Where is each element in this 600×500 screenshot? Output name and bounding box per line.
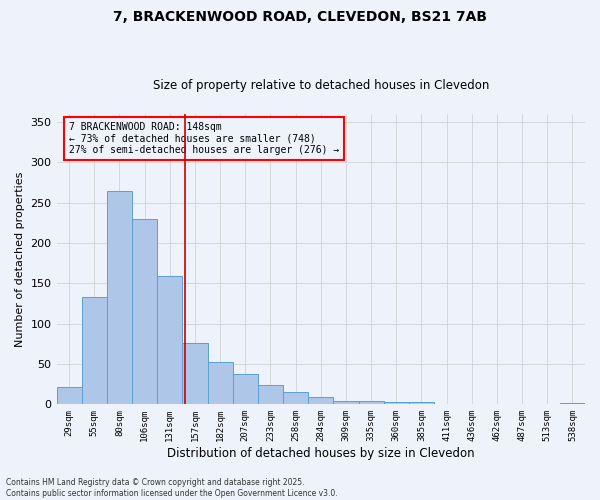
Bar: [283, 392, 308, 404]
Bar: [334, 401, 359, 404]
Bar: [56, 386, 82, 404]
Bar: [157, 276, 182, 404]
Text: 7 BRACKENWOOD ROAD: 148sqm
← 73% of detached houses are smaller (748)
27% of sem: 7 BRACKENWOOD ROAD: 148sqm ← 73% of deta…: [69, 122, 340, 156]
Bar: [107, 190, 132, 404]
Bar: [560, 402, 585, 404]
Y-axis label: Number of detached properties: Number of detached properties: [15, 172, 25, 347]
Bar: [383, 402, 409, 404]
Bar: [233, 374, 258, 404]
X-axis label: Distribution of detached houses by size in Clevedon: Distribution of detached houses by size …: [167, 447, 475, 460]
Text: Contains HM Land Registry data © Crown copyright and database right 2025.
Contai: Contains HM Land Registry data © Crown c…: [6, 478, 338, 498]
Bar: [258, 385, 283, 404]
Bar: [208, 362, 233, 405]
Text: 7, BRACKENWOOD ROAD, CLEVEDON, BS21 7AB: 7, BRACKENWOOD ROAD, CLEVEDON, BS21 7AB: [113, 10, 487, 24]
Bar: [409, 402, 434, 404]
Bar: [132, 219, 157, 404]
Bar: [82, 297, 107, 405]
Title: Size of property relative to detached houses in Clevedon: Size of property relative to detached ho…: [152, 79, 489, 92]
Bar: [359, 401, 383, 404]
Bar: [308, 397, 334, 404]
Bar: [182, 343, 208, 404]
